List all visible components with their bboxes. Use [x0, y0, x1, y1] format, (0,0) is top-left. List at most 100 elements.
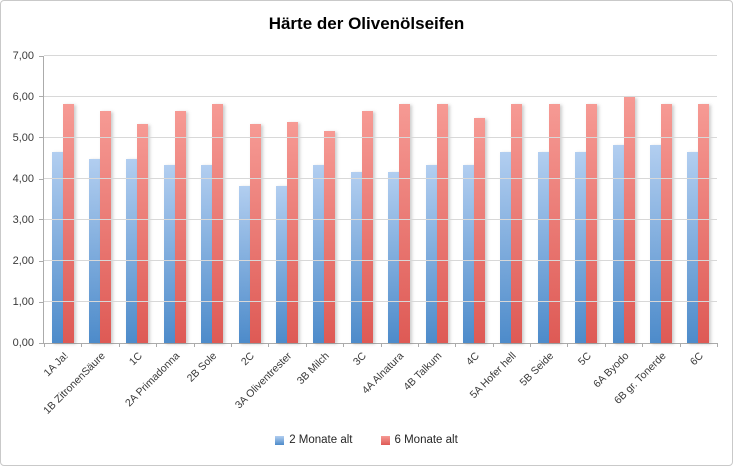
x-axis-labels: 1A Ja! 1B ZitronenSäure 1C 2A Primadonna 2B …	[41, 350, 716, 428]
bar	[548, 103, 560, 343]
bar	[436, 103, 448, 343]
y-tick-mark	[39, 55, 43, 57]
bar-group	[605, 56, 642, 343]
x-axis-label: 6C	[687, 350, 706, 368]
gridline	[44, 260, 717, 261]
bar	[623, 97, 635, 343]
x-tick-mark	[492, 343, 494, 347]
bar	[163, 165, 175, 343]
x-tick-mark	[380, 343, 382, 347]
y-tick-mark	[39, 301, 43, 303]
legend-swatch-6-monate	[380, 435, 390, 445]
bar	[575, 151, 587, 343]
bar-group	[642, 56, 679, 343]
y-tick-label: 2,00	[12, 255, 34, 267]
bar	[174, 110, 186, 343]
bar	[500, 151, 512, 343]
x-tick-mark	[305, 343, 307, 347]
x-tick-mark	[604, 343, 606, 347]
bar	[425, 165, 437, 343]
gridline	[44, 137, 717, 138]
y-tick-mark	[39, 260, 43, 262]
bar	[649, 144, 661, 343]
y-tick-label: 6,00	[12, 91, 34, 103]
gridline	[44, 219, 717, 220]
bar-group	[680, 56, 717, 343]
legend-swatch-2-monate	[275, 435, 285, 445]
x-tick-mark	[268, 343, 270, 347]
bar-group	[268, 56, 305, 343]
bar-group	[493, 56, 530, 343]
bar	[324, 131, 336, 343]
bar	[586, 103, 598, 343]
bar	[361, 110, 373, 343]
y-axis: 0,00 1,00 2,00 3,00 4,00 5,00 6,00 7,00	[1, 50, 43, 349]
legend-item-2-monate: 2 Monate alt	[275, 434, 353, 446]
bar	[313, 165, 325, 343]
x-axis-label: 3B Milch	[294, 350, 332, 387]
bar	[238, 185, 250, 343]
x-tick-mark	[193, 343, 195, 347]
bar-group	[567, 56, 604, 343]
x-axis-label: 2B Sole	[185, 350, 220, 385]
gridline	[44, 55, 717, 56]
y-tick-label: 0,00	[12, 337, 34, 349]
x-axis-label: 4C	[463, 350, 482, 368]
x-tick-mark	[679, 343, 681, 347]
gridline	[44, 178, 717, 179]
gridline	[44, 96, 717, 97]
bar	[687, 151, 699, 343]
bar-group	[455, 56, 492, 343]
bar	[137, 124, 149, 343]
bar-group	[381, 56, 418, 343]
bar-group	[306, 56, 343, 343]
bar	[660, 103, 672, 343]
x-axis-label: 5C	[575, 350, 594, 368]
bar-group	[44, 56, 81, 343]
bar-group	[119, 56, 156, 343]
bar	[201, 165, 213, 343]
bar	[350, 172, 362, 343]
bar-groups	[44, 56, 717, 343]
y-tick-mark	[39, 137, 43, 139]
bar	[100, 110, 112, 343]
bar	[612, 144, 624, 343]
x-tick-mark	[455, 343, 457, 347]
bar	[62, 103, 74, 343]
bar	[212, 103, 224, 343]
y-tick-label: 3,00	[12, 214, 34, 226]
bar	[51, 151, 63, 343]
bar-group	[81, 56, 118, 343]
x-tick-mark	[567, 343, 569, 347]
legend: 2 Monate alt 6 Monate alt	[1, 434, 732, 446]
y-tick-mark	[39, 178, 43, 180]
y-tick-mark	[39, 96, 43, 98]
x-axis-label: 2C	[239, 350, 258, 368]
x-tick-mark	[44, 343, 45, 347]
bar	[399, 103, 411, 343]
bar	[698, 103, 710, 343]
x-axis-label: 3C	[351, 350, 370, 368]
x-tick-mark	[717, 343, 718, 347]
bar	[537, 151, 549, 343]
legend-item-6-monate: 6 Monate alt	[380, 434, 458, 446]
bar	[126, 158, 138, 343]
bar	[287, 121, 299, 343]
y-tick-label: 7,00	[12, 50, 34, 62]
legend-label-2-monate: 2 Monate alt	[289, 434, 353, 446]
x-tick-mark	[417, 343, 419, 347]
x-tick-mark	[642, 343, 644, 347]
y-tick-label: 4,00	[12, 173, 34, 185]
plot-area	[43, 55, 718, 347]
bar-group	[418, 56, 455, 343]
bar-group	[156, 56, 193, 343]
y-tick-mark	[39, 219, 43, 221]
legend-label-6-monate: 6 Monate alt	[394, 434, 458, 446]
bar-group	[231, 56, 268, 343]
y-tick-label: 5,00	[12, 132, 34, 144]
chart-title: Härte der Olivenölseifen	[268, 14, 465, 33]
gridline	[44, 301, 717, 302]
x-axis-label: 5B Seide	[517, 350, 557, 389]
x-tick-mark	[156, 343, 158, 347]
